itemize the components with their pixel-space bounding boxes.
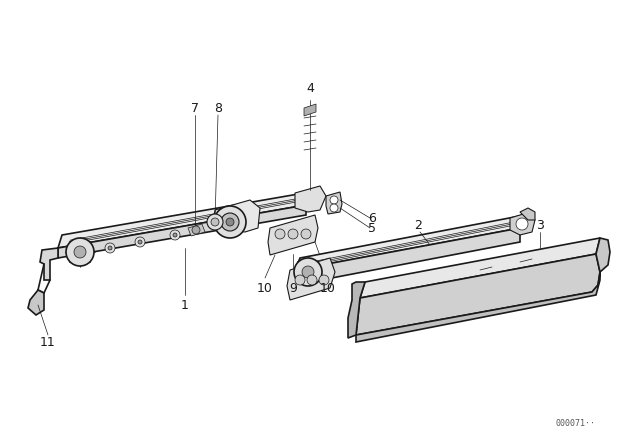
Text: 1: 1 <box>181 298 189 311</box>
Polygon shape <box>360 238 600 298</box>
Text: 6: 6 <box>368 211 376 224</box>
Text: 2: 2 <box>414 219 422 232</box>
Circle shape <box>66 238 94 266</box>
Text: 3: 3 <box>536 219 544 232</box>
Polygon shape <box>212 200 260 232</box>
Circle shape <box>170 230 180 240</box>
Circle shape <box>302 266 314 278</box>
Polygon shape <box>520 208 535 220</box>
Text: 4: 4 <box>306 82 314 95</box>
Text: 9: 9 <box>289 281 297 294</box>
Text: 10: 10 <box>320 281 336 294</box>
Polygon shape <box>287 258 335 300</box>
Circle shape <box>135 237 145 247</box>
Text: 000071··: 000071·· <box>555 419 595 428</box>
Polygon shape <box>268 215 318 255</box>
Circle shape <box>74 246 86 258</box>
Text: 10: 10 <box>257 281 273 294</box>
Text: 7: 7 <box>191 102 199 115</box>
Circle shape <box>138 240 142 244</box>
Circle shape <box>288 229 298 239</box>
Circle shape <box>211 218 219 226</box>
Polygon shape <box>348 282 365 338</box>
Polygon shape <box>356 254 600 335</box>
Text: 8: 8 <box>214 102 222 115</box>
Text: 5: 5 <box>368 221 376 234</box>
Circle shape <box>295 275 305 285</box>
Circle shape <box>221 213 239 231</box>
Polygon shape <box>304 104 316 116</box>
Circle shape <box>330 204 338 212</box>
Circle shape <box>275 229 285 239</box>
Polygon shape <box>510 212 535 235</box>
Circle shape <box>192 226 200 234</box>
Circle shape <box>294 258 322 286</box>
Circle shape <box>207 214 223 230</box>
Polygon shape <box>295 228 520 285</box>
Circle shape <box>516 218 528 230</box>
Circle shape <box>301 229 311 239</box>
Polygon shape <box>40 248 58 280</box>
Polygon shape <box>188 224 205 236</box>
Circle shape <box>173 233 177 237</box>
Circle shape <box>226 218 234 226</box>
Polygon shape <box>58 192 310 248</box>
Circle shape <box>319 275 329 285</box>
Polygon shape <box>295 215 525 270</box>
Polygon shape <box>58 205 306 258</box>
Polygon shape <box>596 238 610 272</box>
Circle shape <box>108 246 112 250</box>
Polygon shape <box>356 272 600 342</box>
Polygon shape <box>28 290 44 315</box>
Polygon shape <box>326 192 342 214</box>
Circle shape <box>307 275 317 285</box>
Circle shape <box>214 206 246 238</box>
Polygon shape <box>295 186 326 212</box>
Circle shape <box>105 243 115 253</box>
Circle shape <box>330 196 338 204</box>
Text: 11: 11 <box>40 336 56 349</box>
